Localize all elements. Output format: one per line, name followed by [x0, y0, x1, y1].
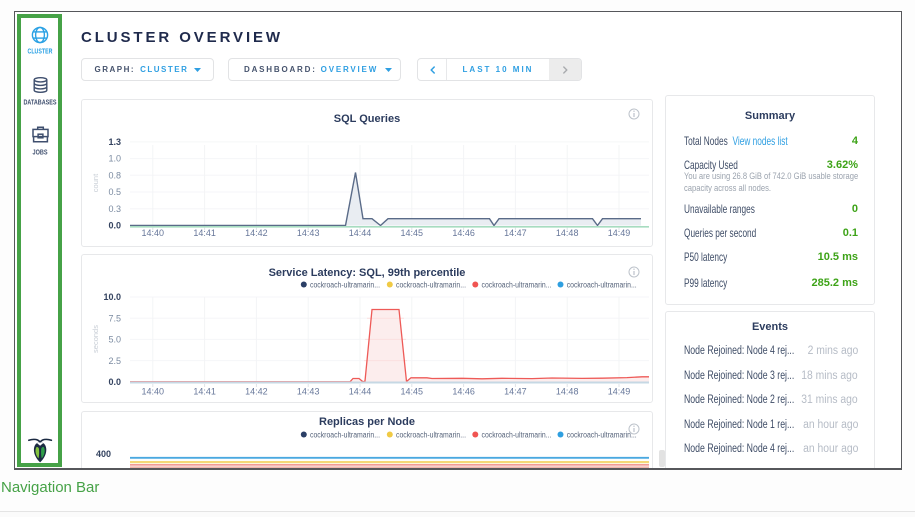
svg-text:14:43: 14:43 [297, 386, 320, 396]
svg-text:7.5: 7.5 [108, 313, 121, 323]
svg-text:0.0: 0.0 [108, 221, 121, 231]
svg-text:14:47: 14:47 [504, 228, 527, 238]
svg-text:1.3: 1.3 [108, 137, 121, 147]
svg-text:cockroach-ultramarin...: cockroach-ultramarin... [396, 430, 466, 439]
svg-text:14:44: 14:44 [349, 386, 372, 396]
svg-text:cockroach-ultramarin...: cockroach-ultramarin... [567, 430, 637, 439]
svg-text:cockroach-ultramarin...: cockroach-ultramarin... [482, 430, 552, 439]
svg-text:14:48: 14:48 [556, 228, 579, 238]
svg-text:DATABASES: DATABASES [24, 100, 57, 107]
svg-text:CLUSTER: CLUSTER [28, 49, 53, 56]
svg-text:10.0: 10.0 [103, 292, 121, 302]
svg-text:14:47: 14:47 [504, 386, 527, 396]
svg-text:14:48: 14:48 [556, 386, 579, 396]
svg-text:1.0: 1.0 [108, 154, 121, 164]
svg-text:14:45: 14:45 [401, 228, 424, 238]
svg-text:14:49: 14:49 [608, 386, 631, 396]
svg-text:cockroach-ultramarin...: cockroach-ultramarin... [482, 280, 552, 289]
svg-text:14:40: 14:40 [142, 386, 165, 396]
svg-text:cockroach-ultramarin...: cockroach-ultramarin... [310, 280, 380, 289]
svg-text:14:42: 14:42 [245, 228, 268, 238]
svg-text:2.5: 2.5 [108, 356, 121, 366]
svg-text:14:40: 14:40 [142, 228, 165, 238]
svg-text:5.0: 5.0 [108, 335, 121, 345]
svg-text:14:49: 14:49 [608, 228, 631, 238]
svg-text:14:46: 14:46 [452, 228, 475, 238]
svg-text:14:46: 14:46 [452, 386, 475, 396]
svg-text:seconds: seconds [91, 325, 100, 353]
svg-text:cockroach-ultramarin...: cockroach-ultramarin... [396, 280, 466, 289]
svg-text:14:44: 14:44 [349, 228, 372, 238]
svg-text:cockroach-ultramarin...: cockroach-ultramarin... [310, 430, 380, 439]
svg-text:14:43: 14:43 [297, 228, 320, 238]
svg-text:cockroach-ultramarin...: cockroach-ultramarin... [567, 280, 637, 289]
svg-text:0.3: 0.3 [108, 204, 121, 214]
svg-text:0.8: 0.8 [108, 170, 121, 180]
svg-text:0.5: 0.5 [108, 187, 121, 197]
svg-text:JOBS: JOBS [33, 150, 48, 157]
svg-text:400: 400 [96, 449, 111, 459]
svg-text:0.0: 0.0 [108, 377, 121, 387]
svg-text:14:45: 14:45 [401, 386, 424, 396]
svg-text:14:42: 14:42 [245, 386, 268, 396]
svg-text:14:41: 14:41 [193, 228, 216, 238]
svg-text:14:41: 14:41 [193, 386, 216, 396]
svg-text:count: count [91, 173, 100, 192]
